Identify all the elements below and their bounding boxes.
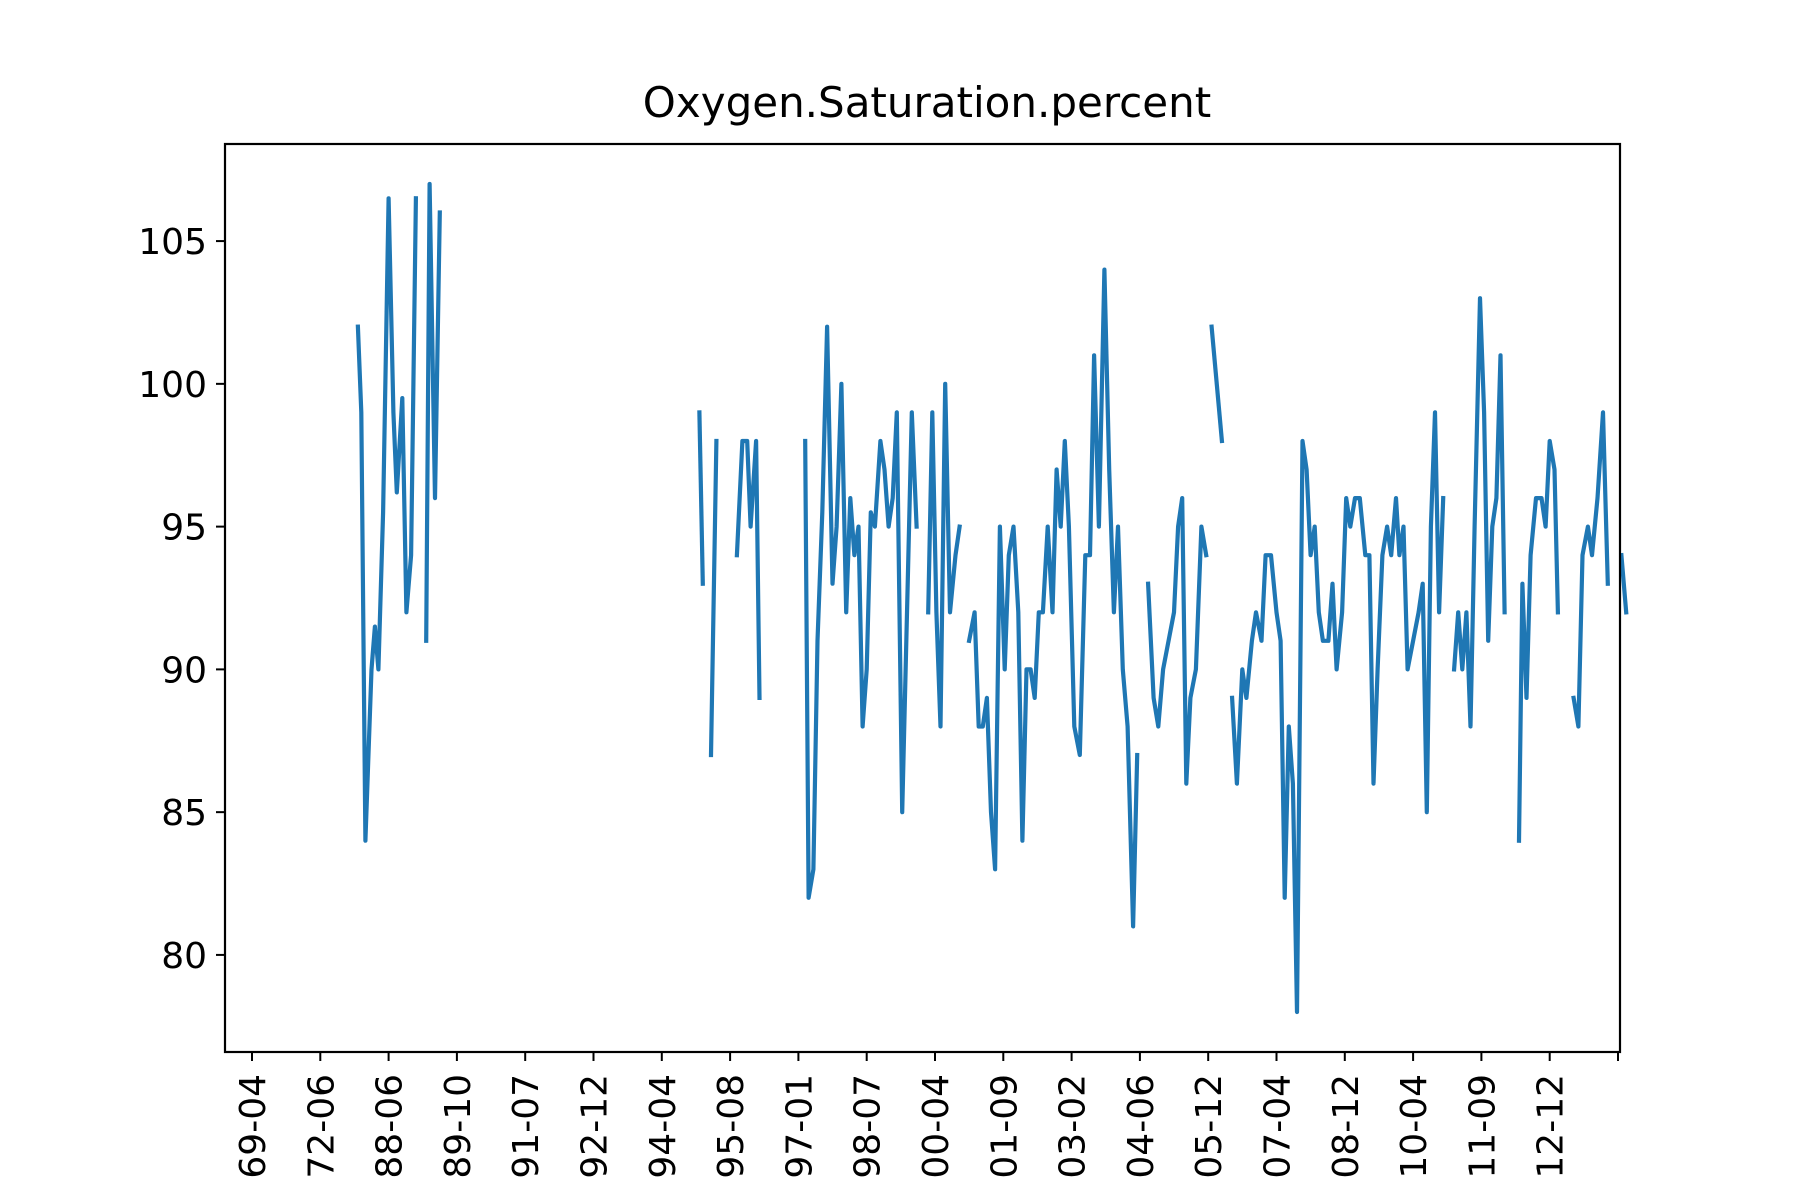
series-line-segment [697, 410, 705, 586]
x-tick-label: 01-09 [984, 1074, 1025, 1179]
x-tick-label: 97-01 [779, 1074, 820, 1179]
x-tick-label: 04-06 [1121, 1074, 1162, 1179]
series-line-segment [424, 181, 442, 643]
x-tick-label: 69-04 [233, 1074, 274, 1179]
chart-title: Oxygen.Saturation.percent [643, 78, 1211, 127]
y-tick-label: 80 [161, 936, 207, 977]
series-line-segment [734, 438, 762, 701]
x-tick-label: 89-10 [438, 1074, 479, 1179]
series-line-segment [1516, 438, 1561, 843]
x-tick-label: 11-09 [1462, 1074, 1503, 1179]
series-line-segment [708, 438, 719, 758]
x-tick-label: 98-07 [848, 1074, 889, 1179]
series-line-segment [355, 196, 419, 843]
x-tick-label: 08-12 [1326, 1074, 1367, 1179]
series-line-segment [926, 381, 962, 729]
x-tick-label: 94-04 [643, 1074, 684, 1179]
series-line-segment [966, 267, 1140, 929]
series-line-segment [1229, 410, 1446, 1015]
plot-frame [223, 142, 1622, 1054]
y-tick-label: 95 [161, 508, 207, 549]
x-tick-label: 10-04 [1394, 1074, 1435, 1179]
x-tick-label: 92-12 [575, 1074, 616, 1179]
x-tick-label: 05-12 [1189, 1074, 1230, 1179]
series [355, 181, 1629, 1015]
series-line-segment [803, 324, 919, 900]
x-tick-label: 07-04 [1258, 1074, 1299, 1179]
y-tick-label: 90 [161, 650, 207, 691]
x-axis: 69-04 72-06 88-06 89-10 91-07 92-12 94-04 95-08… [233, 1052, 1619, 1179]
x-tick-label: 12-12 [1531, 1074, 1572, 1179]
x-tick-label: 72-06 [301, 1074, 342, 1179]
series-line-segment [1145, 496, 1209, 786]
y-tick-label: 85 [161, 793, 207, 834]
y-tick-label: 105 [138, 222, 207, 263]
x-tick-label: 88-06 [370, 1074, 411, 1179]
series-line-segment [1571, 410, 1610, 729]
x-tick-label: 00-04 [916, 1074, 957, 1179]
x-tick-label: 03-02 [1053, 1074, 1094, 1179]
x-tick-label: 91-07 [506, 1074, 547, 1179]
series-line-segment [1209, 324, 1225, 444]
x-tick-label: 95-08 [711, 1074, 752, 1179]
y-axis: 80 85 90 95 100 105 [138, 222, 225, 977]
series-line-segment [1619, 552, 1629, 615]
y-tick-label: 100 [138, 365, 207, 406]
series-line-segment [1451, 296, 1507, 729]
